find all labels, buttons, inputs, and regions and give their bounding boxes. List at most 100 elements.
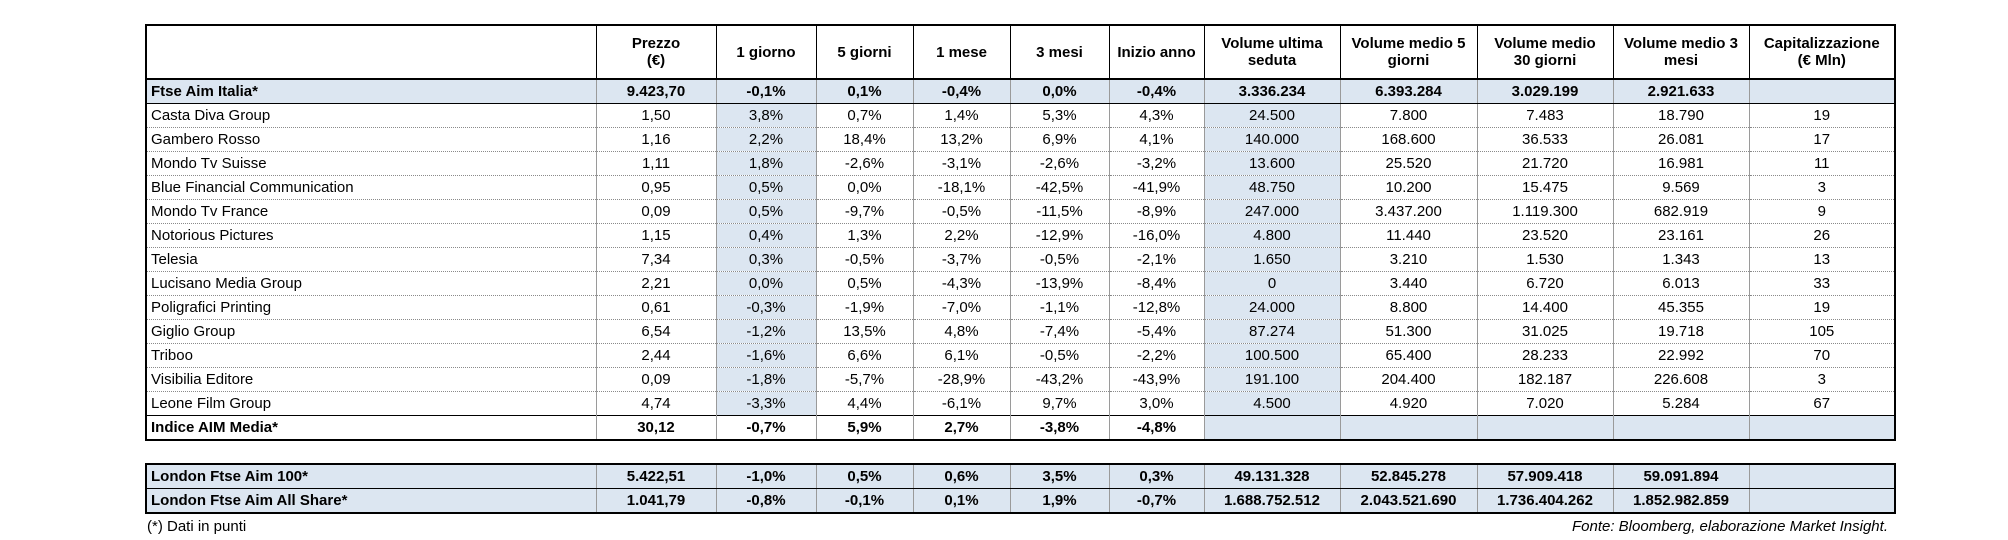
cell-col-8: 7.800 bbox=[1339, 103, 1478, 128]
cell-col-9: 23.520 bbox=[1476, 223, 1614, 248]
cell-col-6: -2,1% bbox=[1108, 247, 1205, 272]
header-cap-l2: (€ Mln) bbox=[1797, 52, 1846, 69]
cell-col-9: 6.720 bbox=[1476, 271, 1614, 296]
cell-col-9 bbox=[1476, 415, 1614, 441]
cell-col-5: 0,0% bbox=[1009, 78, 1110, 104]
cell-col-10: 682.919 bbox=[1612, 199, 1750, 224]
table-row: Lucisano Media Group 2,21 0,0% 0,5% -4,3% -13… bbox=[145, 271, 1896, 296]
cell-col-5: 1,9% bbox=[1009, 488, 1110, 514]
cell-col-2: 0,5% bbox=[715, 199, 817, 224]
cell-col-2: 0,0% bbox=[715, 271, 817, 296]
table-row: Blue Financial Communication 0,95 0,5% 0,0%… bbox=[145, 175, 1896, 200]
cell-col-2: 1,8% bbox=[715, 151, 817, 176]
header-1-giorno: 1 giorno bbox=[715, 24, 817, 80]
table-row: Casta Diva Group 1,50 3,8% 0,7% 1,4% 5,3% 4,3%… bbox=[145, 103, 1896, 128]
cell-col-11: 3 bbox=[1748, 175, 1896, 200]
table-gap bbox=[145, 441, 1894, 463]
cell-col-9: 15.475 bbox=[1476, 175, 1614, 200]
row-label: Casta Diva Group bbox=[145, 103, 597, 128]
cell-col-1: 0,61 bbox=[595, 295, 717, 320]
cell-col-1: 4,74 bbox=[595, 391, 717, 416]
cell-col-3: -9,7% bbox=[815, 199, 914, 224]
cell-col-2: 0,3% bbox=[715, 247, 817, 272]
row-label: Mondo Tv Suisse bbox=[145, 151, 597, 176]
header-3-mesi: 3 mesi bbox=[1009, 24, 1110, 80]
cell-col-1: 1.041,79 bbox=[595, 488, 717, 514]
cell-col-7: 24.500 bbox=[1203, 103, 1341, 128]
cell-col-6: -41,9% bbox=[1108, 175, 1205, 200]
row-label: London Ftse Aim 100* bbox=[145, 463, 597, 489]
cell-col-9: 36.533 bbox=[1476, 127, 1614, 152]
cell-col-5: -43,2% bbox=[1009, 367, 1110, 392]
cell-col-7: 191.100 bbox=[1203, 367, 1341, 392]
cell-col-5: -0,5% bbox=[1009, 247, 1110, 272]
row-label: Notorious Pictures bbox=[145, 223, 597, 248]
row-label: Ftse Aim Italia* bbox=[145, 78, 597, 104]
cell-col-10: 5.284 bbox=[1612, 391, 1750, 416]
header-vm5-l2: giorni bbox=[1387, 52, 1430, 69]
cell-col-7 bbox=[1203, 415, 1341, 441]
cell-col-5: -3,8% bbox=[1009, 415, 1110, 441]
cell-col-11: 17 bbox=[1748, 127, 1896, 152]
row-label: London Ftse Aim All Share* bbox=[145, 488, 597, 514]
cell-col-5: 5,3% bbox=[1009, 103, 1110, 128]
cell-col-8: 8.800 bbox=[1339, 295, 1478, 320]
header-vm30-l1: Volume medio bbox=[1494, 35, 1596, 52]
header-prezzo-l2: (€) bbox=[646, 52, 666, 69]
header-cap-l1: Capitalizzazione bbox=[1763, 35, 1880, 52]
cell-col-6: -0,7% bbox=[1108, 488, 1205, 514]
table-row: Gambero Rosso 1,16 2,2% 18,4% 13,2% 6,9% 4,1% 1… bbox=[145, 127, 1896, 152]
cell-col-4: 4,8% bbox=[912, 319, 1011, 344]
row-label: Gambero Rosso bbox=[145, 127, 597, 152]
cell-col-9: 182.187 bbox=[1476, 367, 1614, 392]
cell-col-6: 4,1% bbox=[1108, 127, 1205, 152]
cell-col-10: 59.091.894 bbox=[1612, 463, 1750, 489]
cell-col-5: -7,4% bbox=[1009, 319, 1110, 344]
cell-col-1: 7,34 bbox=[595, 247, 717, 272]
cell-col-5: 6,9% bbox=[1009, 127, 1110, 152]
cell-col-4: -3,1% bbox=[912, 151, 1011, 176]
header-vm3-l1: Volume medio 3 bbox=[1624, 35, 1738, 52]
cell-col-4: -3,7% bbox=[912, 247, 1011, 272]
cell-col-7: 4.500 bbox=[1203, 391, 1341, 416]
row-label: Visibilia Editore bbox=[145, 367, 597, 392]
cell-col-4: -18,1% bbox=[912, 175, 1011, 200]
cell-col-10: 226.608 bbox=[1612, 367, 1750, 392]
cell-col-11 bbox=[1748, 488, 1896, 514]
header-vm3-l2: mesi bbox=[1663, 52, 1699, 69]
cell-col-11: 70 bbox=[1748, 343, 1896, 368]
cell-col-2: -0,3% bbox=[715, 295, 817, 320]
cell-col-8: 10.200 bbox=[1339, 175, 1478, 200]
cell-col-8: 52.845.278 bbox=[1339, 463, 1478, 489]
header-prezzo-l1: Prezzo bbox=[631, 35, 681, 52]
header-name bbox=[145, 24, 597, 80]
cell-col-9: 31.025 bbox=[1476, 319, 1614, 344]
cell-col-5: -2,6% bbox=[1009, 151, 1110, 176]
cell-col-10: 1.343 bbox=[1612, 247, 1750, 272]
row-label: Lucisano Media Group bbox=[145, 271, 597, 296]
cell-col-9: 21.720 bbox=[1476, 151, 1614, 176]
cell-col-4: -7,0% bbox=[912, 295, 1011, 320]
london-table: London Ftse Aim 100* 5.422,51 -1,0% 0,5% 0,6… bbox=[145, 463, 1896, 514]
cell-col-1: 1,50 bbox=[595, 103, 717, 128]
cell-col-10: 9.569 bbox=[1612, 175, 1750, 200]
cell-col-1: 30,12 bbox=[595, 415, 717, 441]
cell-col-11 bbox=[1748, 78, 1896, 104]
cell-col-1: 2,44 bbox=[595, 343, 717, 368]
cell-col-3: -1,9% bbox=[815, 295, 914, 320]
header-vol-l2: seduta bbox=[1247, 52, 1297, 69]
cell-col-1: 1,16 bbox=[595, 127, 717, 152]
cell-col-7: 247.000 bbox=[1203, 199, 1341, 224]
index-row-aim-media: Indice AIM Media* 30,12 -0,7% 5,9% 2,7% -3,8%… bbox=[145, 415, 1896, 441]
cell-col-3: 6,6% bbox=[815, 343, 914, 368]
cell-col-2: -0,7% bbox=[715, 415, 817, 441]
london-row: London Ftse Aim 100* 5.422,51 -1,0% 0,5% 0,6… bbox=[145, 463, 1896, 489]
cell-col-3: 1,3% bbox=[815, 223, 914, 248]
cell-col-4: 1,4% bbox=[912, 103, 1011, 128]
cell-col-6: -0,4% bbox=[1108, 78, 1205, 104]
cell-col-11: 26 bbox=[1748, 223, 1896, 248]
cell-col-5: -11,5% bbox=[1009, 199, 1110, 224]
cell-col-4: -0,5% bbox=[912, 199, 1011, 224]
cell-col-11: 19 bbox=[1748, 295, 1896, 320]
cell-col-8: 204.400 bbox=[1339, 367, 1478, 392]
